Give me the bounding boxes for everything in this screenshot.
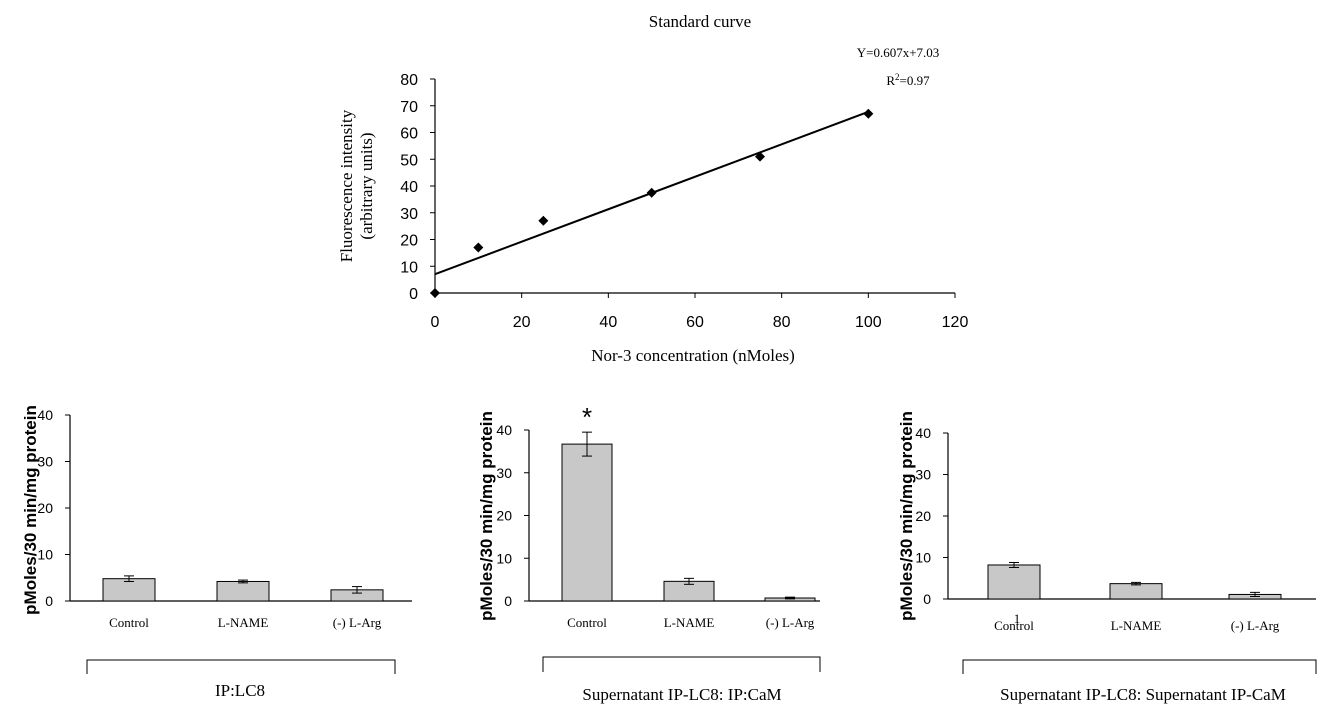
x-tick-label: 80 <box>773 314 791 331</box>
y-tick-label: 10 <box>37 547 53 563</box>
y-axis-label: pMoles/30 min/mg protein <box>477 411 496 621</box>
panel-annotation: 1 <box>1014 611 1021 626</box>
category-label: Control <box>567 615 607 630</box>
y-tick-label: 0 <box>923 591 931 607</box>
x-tick-label: 120 <box>942 314 969 331</box>
group-label: Supernatant IP-LC8: IP:CaM <box>582 685 781 704</box>
x-tick-label: 60 <box>686 314 704 331</box>
x-tick-label: 20 <box>513 314 531 331</box>
y-axis-label: pMoles/30 min/mg protein <box>897 411 916 621</box>
y-tick-label: 40 <box>37 407 53 423</box>
category-label: (-) L-Arg <box>333 615 382 630</box>
x-tick-label: 40 <box>599 314 617 331</box>
y-tick-label: 40 <box>496 422 512 438</box>
group-bracket <box>542 656 821 672</box>
category-label: L-NAME <box>218 615 269 630</box>
y-tick-label: 60 <box>400 126 418 143</box>
data-point-marker <box>473 242 484 253</box>
data-point-marker <box>646 187 657 198</box>
x-tick-label: 100 <box>855 314 882 331</box>
group-label: Supernatant IP-LC8: Supernatant IP-CaM <box>1000 685 1286 704</box>
significance-asterisk: * <box>582 402 592 432</box>
y-axis-label: pMoles/30 min/mg protein <box>21 405 40 615</box>
bar <box>216 580 270 602</box>
group-bracket <box>962 659 1317 674</box>
group-bracket <box>86 659 396 674</box>
data-point-marker <box>538 215 549 226</box>
x-axis-label: Nor-3 concentration (nMoles) <box>591 346 795 365</box>
x-tick-label: 0 <box>431 314 440 331</box>
category-label: (-) L-Arg <box>766 615 815 630</box>
bar <box>987 564 1041 600</box>
y-tick-label: 10 <box>915 550 931 566</box>
y-tick-label: 70 <box>400 99 418 116</box>
y-tick-label: 20 <box>915 508 931 524</box>
y-tick-label: 40 <box>400 179 418 196</box>
data-point-marker <box>755 151 765 162</box>
category-label: L-NAME <box>664 615 715 630</box>
data-point-marker <box>863 108 874 119</box>
category-label: Control <box>994 618 1034 633</box>
y-axis-label-line2: (arbitrary units) <box>357 132 376 239</box>
y-tick-label: 0 <box>45 593 53 609</box>
y-tick-label: 30 <box>400 206 418 223</box>
standard-curve-axes: 0 10 20 30 40 50 60 70 80 0 20 40 60 80 100 120 <box>400 72 968 331</box>
bar <box>102 578 156 602</box>
y-tick-label: 20 <box>496 508 512 524</box>
bar <box>1109 583 1163 600</box>
y-tick-label: 10 <box>400 259 418 276</box>
y-tick-label: 80 <box>400 72 418 89</box>
regression-equation: Y=0.607x+7.03 <box>857 45 940 60</box>
category-label: (-) L-Arg <box>1231 618 1280 633</box>
data-points <box>430 108 874 298</box>
standard-curve-title: Standard curve <box>649 12 751 31</box>
data-point-marker <box>430 288 440 298</box>
y-tick-label: 20 <box>37 500 53 516</box>
y-tick-label: 20 <box>400 233 418 250</box>
y-tick-label: 0 <box>504 593 512 609</box>
y-tick-label: 30 <box>496 465 512 481</box>
group-label: IP:LC8 <box>215 681 265 700</box>
bar <box>561 443 613 602</box>
r-squared-label: R2=0.97 <box>886 72 930 88</box>
y-tick-label: 10 <box>496 550 512 566</box>
y-tick-label: 30 <box>915 467 931 483</box>
y-axis-label-line1: Fluorescence intensity <box>337 109 356 262</box>
y-tick-label: 40 <box>915 425 931 441</box>
standard-curve-chart: Standard curve Y=0.607x+7.03 R2=0.97 Flu… <box>337 12 968 365</box>
y-tick-label: 30 <box>37 454 53 470</box>
category-label: Control <box>109 615 149 630</box>
y-tick-label: 50 <box>400 152 418 169</box>
category-label: L-NAME <box>1111 618 1162 633</box>
y-tick-label: 0 <box>409 286 418 303</box>
